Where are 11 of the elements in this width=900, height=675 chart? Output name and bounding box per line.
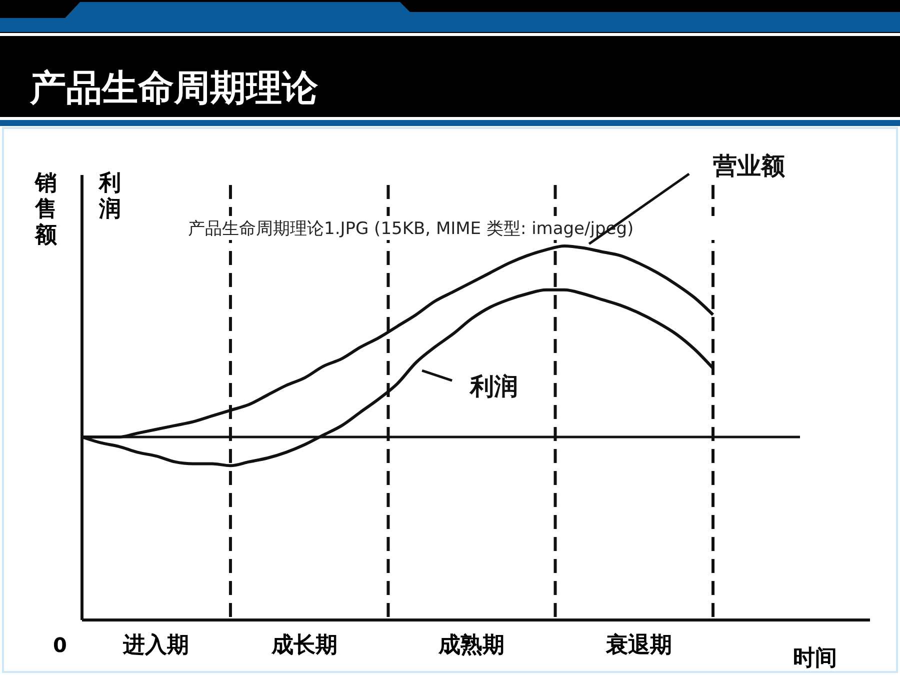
x-tick-label: 成长期 [270, 633, 338, 658]
chart-title: 产品生命周期理论 [29, 68, 319, 109]
y-axis-title: 销售额 [34, 171, 58, 248]
text: 0 [53, 633, 67, 657]
x-tick-label: 衰退期 [604, 632, 672, 658]
x-tick-label: 成熟期 [438, 633, 505, 658]
y2-axis-title: 利润 [98, 171, 121, 222]
text: 营业额 [712, 152, 786, 180]
legend-label: 利润 [469, 372, 518, 401]
x-tick-label: 进入期 [122, 633, 190, 658]
x-axis-title: 时间 [793, 646, 837, 671]
